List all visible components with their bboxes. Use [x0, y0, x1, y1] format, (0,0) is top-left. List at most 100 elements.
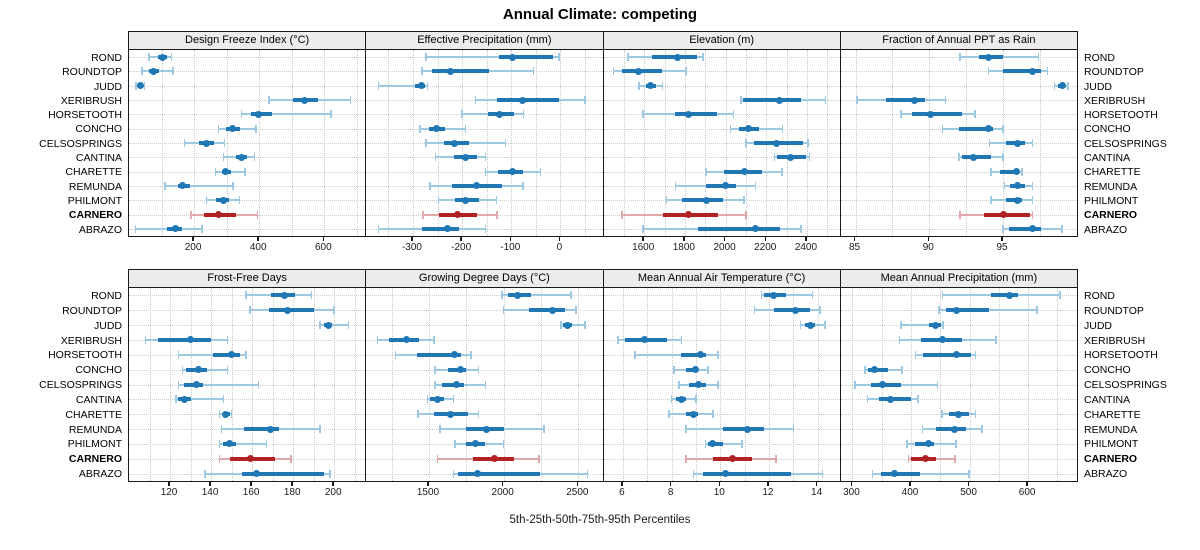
percentile-bar-roundtop-cap-95th: [333, 306, 335, 315]
x-axis: -300 -200 -100 0: [365, 237, 603, 255]
percentile-bar-charette-cap-95th: [712, 410, 714, 419]
percentile-bar-abrazo-cap-5th: [1002, 224, 1004, 233]
percentile-bar-rond-cap-95th: [558, 53, 560, 62]
percentile-bar-judd-cap-5th: [900, 321, 902, 330]
percentile-bar-philmont-cap-5th: [437, 196, 440, 205]
percentile-bar-horsetooth-cap-5th: [240, 110, 243, 119]
percentile-bar-horsetooth-range: [241, 113, 331, 116]
percentile-bar-horsetooth-cap-5th: [177, 350, 179, 359]
axis-tick: [576, 482, 579, 486]
percentile-bar-xeribrush-cap-5th: [856, 96, 858, 105]
site-label-charette: CHARETTE: [65, 408, 122, 421]
percentile-bar-carnero-median-dot: [215, 211, 223, 219]
panels-top: Design Freeze Index (°C) 200 400 600 Effec…: [128, 31, 1078, 255]
percentile-bar-celsosprings-median-dot: [202, 139, 210, 147]
site-label-judd: JUDD: [94, 80, 122, 93]
percentile-bar-abrazo-median-dot: [444, 225, 452, 233]
percentile-bar-roundtop-iqr: [946, 308, 989, 313]
percentile-bar-philmont-median-dot: [1014, 196, 1022, 204]
site-label-rond: ROND: [91, 290, 122, 302]
axis-tick: [209, 482, 211, 486]
percentile-bar-xeribrush-cap-5th: [474, 96, 477, 105]
site-label-charette: CHARETTE: [1084, 166, 1141, 179]
percentile-bar-cantina-median-dot: [237, 153, 245, 161]
percentile-bar-cantina-cap-5th: [222, 153, 225, 162]
percentile-bar-celsosprings-cap-5th: [745, 139, 747, 147]
horizontal-gridline: [129, 71, 366, 73]
horizontal-gridline: [129, 57, 366, 59]
horizontal-gridline: [366, 171, 603, 173]
plot-area: [128, 50, 367, 237]
x-axis: 300 400 500 600: [840, 482, 1078, 500]
axis-tick-label: 85: [848, 241, 861, 253]
axis-tick-label: 140: [201, 486, 219, 498]
percentile-bar-roundtop-cap-95th: [532, 67, 535, 76]
percentile-bar-charette-cap-5th: [990, 167, 992, 176]
percentile-bar-rond-median-dot: [508, 53, 516, 61]
plot-area: [839, 288, 1078, 482]
percentile-bar-remunda-cap-5th: [921, 425, 924, 434]
percentile-bar-abrazo-iqr: [241, 471, 324, 476]
percentile-bar-xeribrush-median-dot: [641, 336, 649, 344]
percentile-bar-concho-iqr: [868, 367, 889, 372]
percentile-bar-horsetooth-cap-5th: [634, 350, 636, 359]
horizontal-gridline: [366, 354, 603, 356]
axis-tick-label: 600: [1018, 486, 1036, 498]
site-label-cantina: CANTINA: [1084, 393, 1131, 406]
horizontal-gridline: [366, 128, 603, 130]
panel-mean-annual-air-temperature: Mean Annual Air Temperature (°C) 6 8 10 12 1…: [602, 269, 841, 500]
percentile-bar-horsetooth-cap-95th: [974, 350, 977, 359]
percentile-bar-remunda-range: [164, 184, 234, 187]
percentile-bar-abrazo-median-dot: [474, 470, 482, 478]
percentile-bar-charette-median-dot: [447, 410, 455, 418]
percentile-bar-remunda-cap-5th: [685, 425, 687, 434]
axis-tick: [669, 482, 672, 486]
axis-tick: [723, 237, 726, 241]
percentile-bar-cantina-cap-95th: [253, 153, 256, 162]
axis-tick-label: 180: [283, 486, 301, 498]
horizontal-gridline: [840, 185, 1077, 187]
site-label-philmont: PHILMONT: [1084, 438, 1139, 451]
percentile-bar-carnero-median-dot: [921, 455, 929, 463]
percentile-bar-roundtop-cap-95th: [819, 306, 821, 315]
percentile-bar-xeribrush-iqr: [742, 98, 801, 103]
site-label-horsetooth: HORSETOOTH: [1084, 349, 1158, 362]
percentile-bar-horsetooth-median-dot: [953, 351, 961, 359]
site-label-xeribrush: XERIBRUSH: [1084, 334, 1146, 347]
percentile-bar-roundtop-cap-5th: [612, 67, 615, 76]
percentile-bar-horsetooth-iqr: [674, 112, 718, 117]
axis-tick-label: 95: [996, 241, 1008, 253]
percentile-bar-abrazo-median-dot: [721, 470, 729, 478]
horizontal-gridline: [603, 143, 840, 144]
percentile-bar-xeribrush-cap-5th: [268, 96, 270, 105]
percentile-bar-carnero-cap-5th: [685, 454, 687, 463]
percentile-bar-xeribrush-median-dot: [518, 96, 526, 104]
percentile-bar-concho-cap-95th: [464, 124, 467, 133]
horizontal-gridline: [603, 369, 840, 371]
site-label-horsetooth: HORSETOOTH: [1084, 109, 1158, 122]
site-label-judd: JUDD: [1084, 80, 1112, 93]
percentile-bar-horsetooth-median-dot: [228, 351, 236, 359]
percentile-bar-horsetooth-cap-95th: [470, 350, 472, 359]
percentile-bar-celsosprings-cap-95th: [936, 380, 939, 389]
percentile-bar-remunda-cap-95th: [232, 181, 234, 190]
percentile-bar-philmont-iqr: [914, 441, 935, 446]
panel-title: Mean Annual Precipitation (mm): [839, 269, 1078, 288]
percentile-bar-horsetooth-cap-5th: [394, 350, 397, 359]
percentile-bar-judd-cap-95th: [824, 321, 826, 330]
percentile-bar-rond-median-dot: [1006, 291, 1014, 299]
horizontal-gridline: [366, 310, 603, 312]
percentile-bar-roundtop-median-dot: [447, 67, 455, 75]
site-labels-right-bottom: ROND ROUNDTOP JUDD XERIBRUSH HORSETOOTH CONCH…: [1078, 269, 1200, 500]
percentile-bar-concho-cap-95th: [901, 365, 903, 374]
percentile-bar-xeribrush-cap-95th: [226, 335, 229, 344]
percentile-bar-roundtop-median-dot: [149, 67, 157, 75]
percentile-bar-xeribrush-cap-5th: [740, 96, 742, 105]
axis-tick: [909, 482, 911, 486]
percentile-bar-concho-median-dot: [456, 366, 464, 374]
site-label-horsetooth: HORSETOOTH: [48, 109, 122, 122]
percentile-bar-remunda-cap-95th: [754, 181, 757, 190]
percentile-bar-horsetooth-iqr: [923, 352, 971, 357]
percentile-bar-abrazo-cap-5th: [377, 224, 380, 233]
percentile-bar-abrazo-median-dot: [172, 225, 180, 233]
